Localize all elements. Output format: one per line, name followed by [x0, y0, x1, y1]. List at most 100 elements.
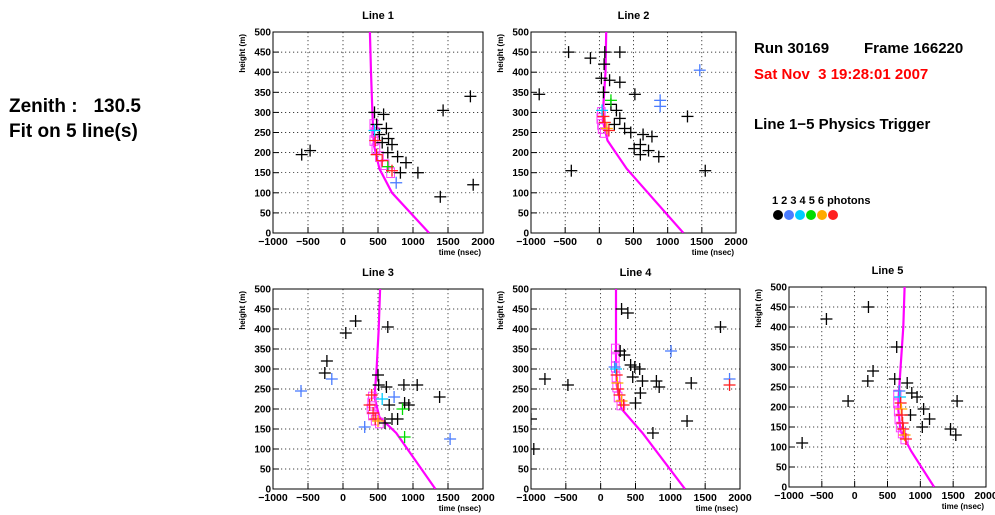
- hit-marker: [433, 391, 446, 403]
- hit-marker: [608, 118, 621, 131]
- fit-box: [599, 127, 609, 138]
- hit-marker: [396, 403, 409, 415]
- y-tick-label: 250: [512, 128, 529, 139]
- x-tick-label: 0: [596, 236, 602, 248]
- panel-line-2: −1000 −500 0 500 1000 1500 2000 0 50 100 150 200 250…: [496, 10, 748, 257]
- x-axis-label: time (nsec): [696, 504, 739, 513]
- x-tick-label: −500: [296, 492, 320, 504]
- hit-marker: [377, 108, 390, 121]
- hit-marker: [653, 381, 666, 393]
- x-tick-label: 1000: [401, 236, 425, 248]
- y-tick-label: 0: [523, 229, 529, 240]
- hit-marker: [628, 88, 641, 101]
- hit-marker: [634, 148, 647, 161]
- y-tick-label: 400: [770, 323, 787, 334]
- y-tick-label: 450: [770, 303, 787, 314]
- hit-marker: [613, 46, 626, 59]
- hit-marker: [923, 413, 936, 425]
- hit-marker: [685, 377, 698, 389]
- hit-marker: [376, 136, 389, 149]
- hit-marker: [820, 313, 833, 325]
- hit-marker: [295, 148, 308, 161]
- hit-marker: [611, 377, 624, 389]
- zenith-label: Zenith : 130.5: [9, 96, 141, 117]
- panel-title: Line 2: [618, 10, 650, 22]
- y-tick-label: 300: [512, 108, 529, 119]
- x-tick-label: 1000: [909, 490, 933, 502]
- photon-dot-5: [817, 210, 827, 220]
- panel-title: Line 3: [362, 267, 394, 279]
- panel-line-3: −1000 −500 0 500 1000 1500 2000 0 50 100 150 200 250…: [238, 267, 495, 513]
- hit-marker: [597, 86, 610, 99]
- y-tick-label: 150: [512, 425, 529, 436]
- photon-dot-2: [784, 210, 794, 220]
- x-tick-label: 1500: [693, 492, 717, 504]
- plot-area: [295, 289, 457, 489]
- y-tick-label: 450: [512, 305, 529, 316]
- hit-marker: [533, 88, 546, 101]
- y-tick-label: 100: [254, 188, 271, 199]
- fit-box: [380, 159, 390, 170]
- fit-box: [597, 107, 606, 118]
- x-axis-label: time (nsec): [439, 504, 482, 513]
- x-tick-label: −500: [296, 236, 320, 248]
- y-tick-label: 350: [254, 345, 271, 356]
- y-tick-label: 250: [770, 383, 787, 394]
- hit-marker: [637, 128, 650, 141]
- hit-marker: [610, 369, 623, 381]
- hit-marker: [372, 369, 384, 381]
- hit-marker: [397, 379, 410, 391]
- y-tick-label: 500: [770, 283, 787, 294]
- hit-marker: [609, 363, 622, 375]
- hit-marker: [597, 110, 610, 123]
- x-tick-label: −1000: [258, 236, 288, 248]
- hit-marker: [584, 52, 597, 65]
- hit-marker: [693, 64, 706, 77]
- hit-marker: [561, 379, 574, 391]
- photon-dot-3: [795, 210, 805, 220]
- hit-marker: [394, 166, 407, 179]
- hit-marker: [610, 104, 623, 117]
- hit-marker: [893, 391, 906, 403]
- y-tick-label: 500: [512, 28, 529, 39]
- x-tick-label: −1000: [516, 236, 546, 248]
- hit-marker: [888, 373, 901, 385]
- hit-marker: [723, 379, 736, 391]
- trigger-label: Line 1−5 Physics Trigger: [754, 116, 931, 133]
- y-tick-label: 400: [512, 325, 529, 336]
- hit-marker: [615, 303, 628, 315]
- hit-marker: [402, 399, 415, 411]
- panel-title: Line 5: [872, 265, 904, 277]
- hit-marker: [618, 349, 631, 361]
- hit-marker: [634, 138, 647, 151]
- hit-marker: [645, 130, 658, 143]
- hit-marker: [381, 146, 394, 159]
- hit-marker: [368, 106, 381, 119]
- x-tick-label: 2000: [471, 236, 495, 248]
- x-tick-label: 2000: [724, 236, 748, 248]
- x-tick-label: 2000: [471, 492, 495, 504]
- hit-marker: [894, 397, 907, 409]
- y-tick-label: 200: [254, 148, 271, 159]
- hit-marker: [911, 391, 924, 403]
- y-tick-label: 50: [260, 208, 272, 219]
- hit-marker: [380, 122, 393, 135]
- y-tick-label: 300: [254, 108, 271, 119]
- hit-marker: [565, 164, 578, 177]
- hit-marker: [598, 58, 611, 71]
- x-tick-label: 1500: [436, 236, 460, 248]
- y-axis-label: height (m): [496, 34, 505, 73]
- hit-marker: [895, 409, 908, 421]
- x-tick-label: 0: [852, 490, 858, 502]
- hit-marker: [339, 327, 352, 339]
- hit-marker: [901, 377, 914, 389]
- x-tick-label: 0: [340, 236, 346, 248]
- x-tick-label: 500: [369, 236, 387, 248]
- photon-legend-title: 1 2 3 4 5 6 photons: [772, 195, 870, 207]
- y-tick-label: 200: [512, 148, 529, 159]
- y-tick-label: 100: [254, 445, 271, 456]
- hit-marker: [363, 399, 376, 411]
- y-tick-label: 250: [512, 385, 529, 396]
- hit-marker: [861, 375, 874, 387]
- hit-marker: [383, 399, 396, 411]
